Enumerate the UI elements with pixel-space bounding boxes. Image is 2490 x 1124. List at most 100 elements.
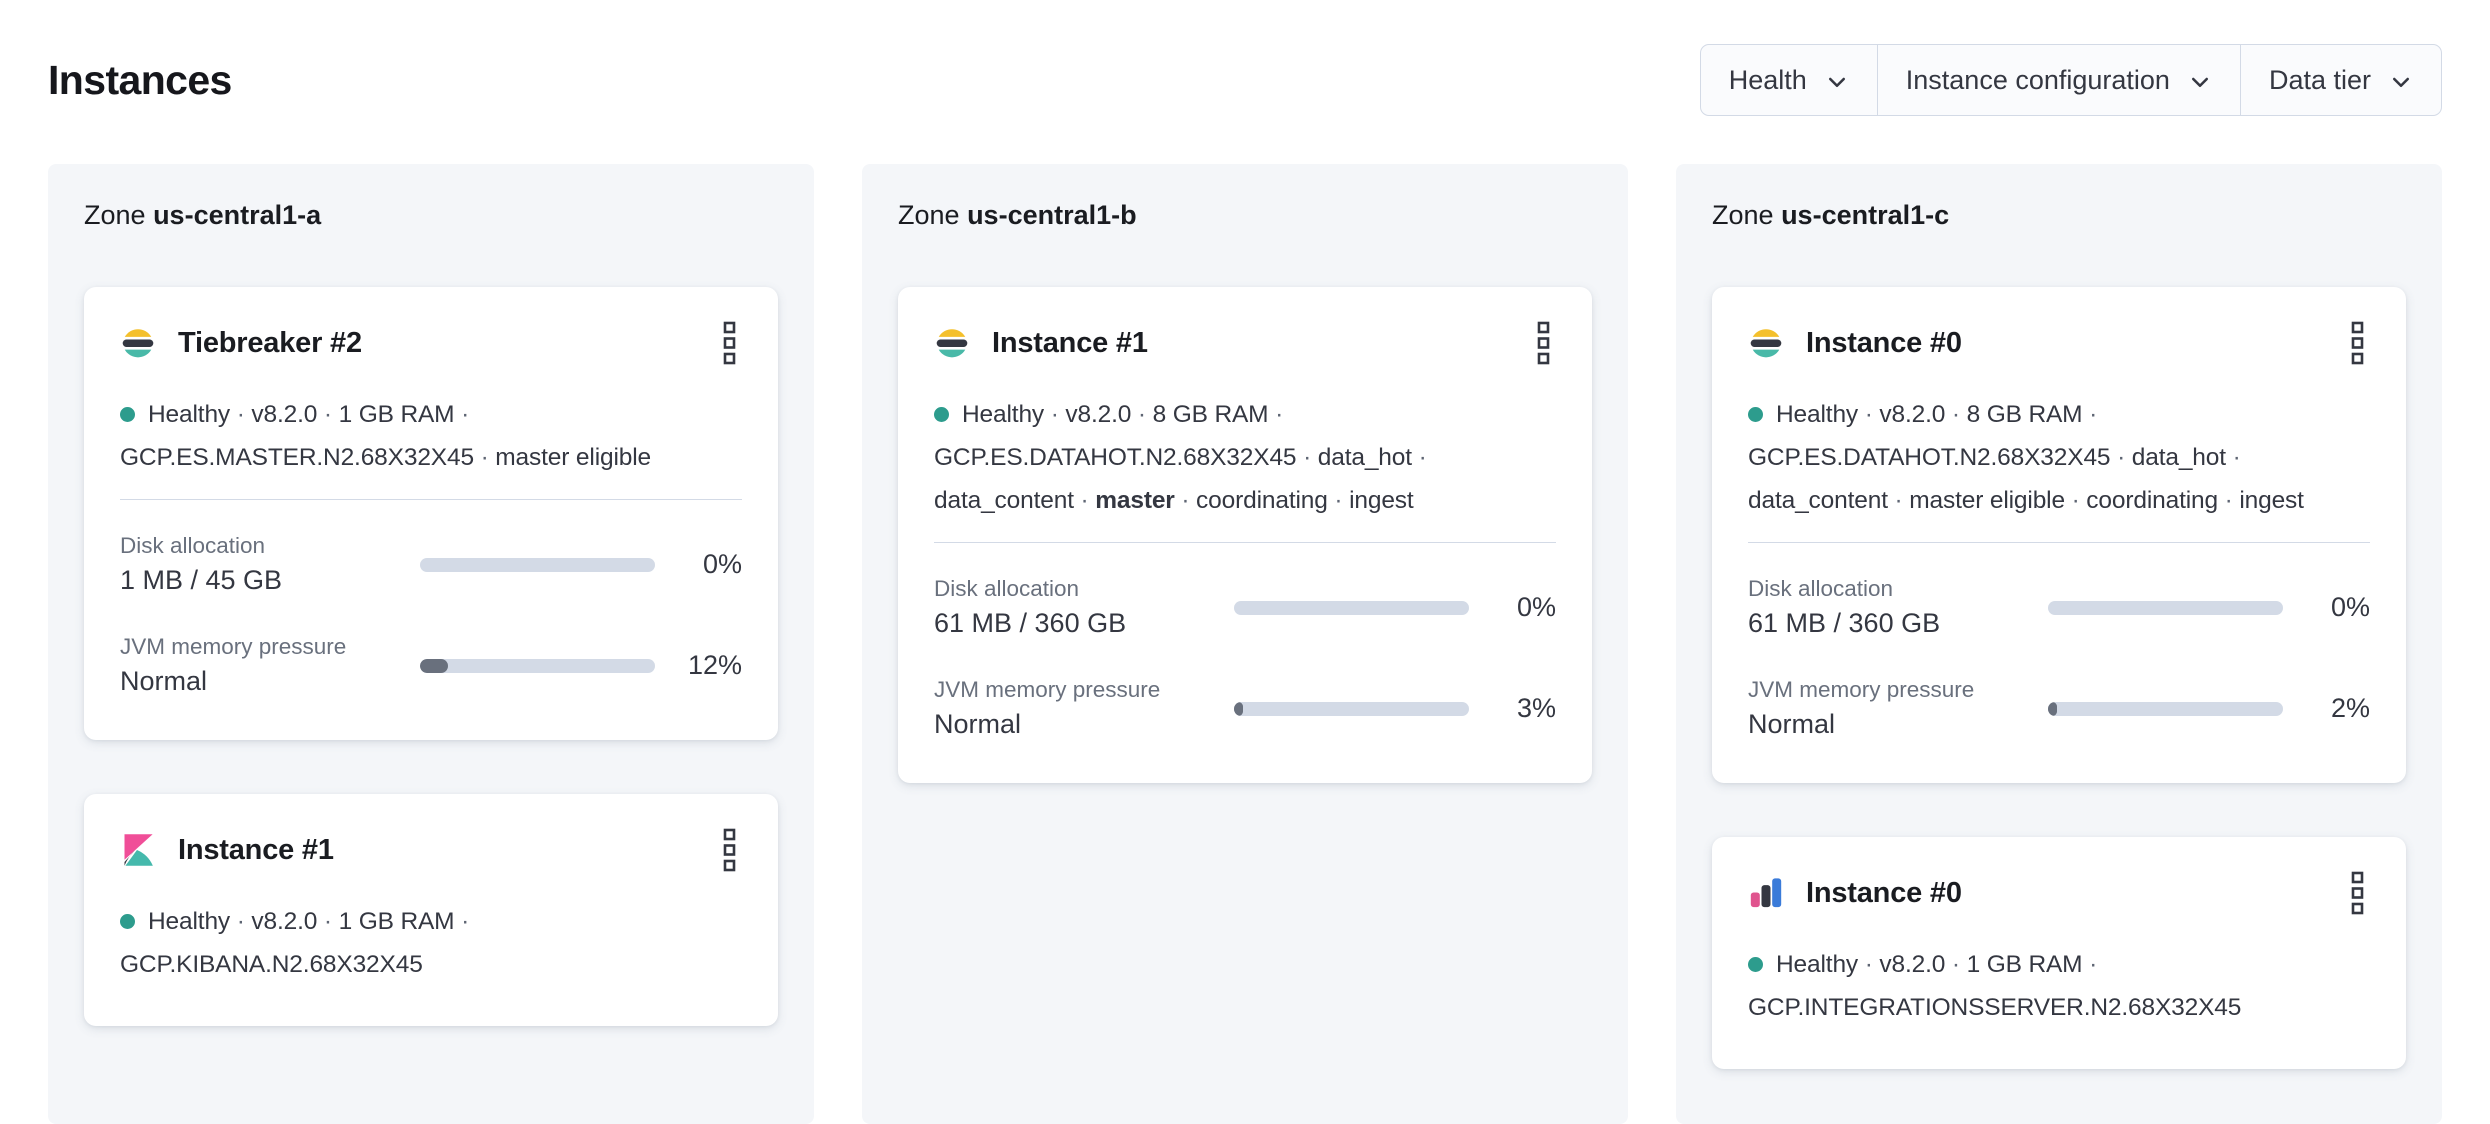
metric-left: JVM memory pressure Normal bbox=[1748, 674, 2048, 743]
instance-status: Healthy · v8.2.0 · 8 GB RAM · GCP.ES.DAT… bbox=[934, 393, 1556, 522]
metric-label: Disk allocation bbox=[934, 576, 1080, 601]
instance-card-tiebreaker-2: Tiebreaker #2 Healthy · v8.2.0 · 1 GB RA… bbox=[84, 287, 778, 740]
zone-header: Zone us-central1-a bbox=[84, 200, 778, 231]
metric-row: JVM memory pressure Normal 2% bbox=[1748, 674, 2370, 743]
chevron-down-icon bbox=[2188, 70, 2212, 94]
page-title: Instances bbox=[48, 56, 232, 103]
card-header: Instance #1 bbox=[934, 319, 1556, 367]
status-segment: ingest bbox=[2239, 487, 2304, 514]
status-segment: coordinating · bbox=[2086, 487, 2233, 514]
instance-title[interactable]: Instance #1 bbox=[992, 326, 1148, 359]
elasticsearch-logo-icon bbox=[1748, 325, 1784, 361]
filter-data-tier-label: Data tier bbox=[2268, 64, 2371, 95]
integrations-server-logo-icon bbox=[1748, 875, 1784, 911]
filter-data-tier-button[interactable]: Data tier bbox=[2241, 45, 2441, 115]
zone-column-us-central1-c: Zone us-central1-c Instance #0 bbox=[1676, 164, 2442, 1124]
instance-menu-button[interactable] bbox=[717, 319, 742, 367]
instance-menu-button[interactable] bbox=[1531, 319, 1556, 367]
zone-header: Zone us-central1-b bbox=[898, 200, 1592, 231]
filter-group: Health Instance configuration Data tier bbox=[1699, 44, 2442, 116]
health-dot-icon bbox=[934, 407, 949, 422]
divider bbox=[120, 499, 742, 500]
status-segment: v8.2.0 · bbox=[1065, 401, 1146, 428]
metric-left: JVM memory pressure Normal bbox=[934, 674, 1234, 743]
metric-label: JVM memory pressure bbox=[934, 677, 1161, 702]
metric-left: Disk allocation 61 MB / 360 GB bbox=[934, 573, 1234, 642]
health-dot-icon bbox=[120, 914, 135, 929]
status-segment: GCP.ES.DATAHOT.N2.68X32X45 · bbox=[934, 444, 1312, 471]
status-segment: Healthy · bbox=[120, 401, 245, 428]
zone-name: us-central1-b bbox=[967, 200, 1137, 230]
status-segment: v8.2.0 · bbox=[251, 908, 332, 935]
metric-value: 61 MB / 360 GB bbox=[1748, 608, 1941, 638]
metric-label: JVM memory pressure bbox=[1748, 677, 1975, 702]
metric-row: Disk allocation 61 MB / 360 GB 0% bbox=[1748, 573, 2370, 642]
status-segment: 1 GB RAM · bbox=[338, 908, 470, 935]
metric-percent: 2% bbox=[2330, 693, 2370, 723]
metric-row: Disk allocation 61 MB / 360 GB 0% bbox=[934, 573, 1556, 642]
instance-card-integrations-0: Instance #0 Healthy · v8.2.0 · 1 GB RAM … bbox=[1712, 837, 2406, 1069]
instance-menu-button[interactable] bbox=[2345, 319, 2370, 367]
instance-status: Healthy · v8.2.0 · 8 GB RAM · GCP.ES.DAT… bbox=[1748, 393, 2370, 522]
status-segment: data_content · bbox=[934, 487, 1089, 514]
instance-title[interactable]: Instance #0 bbox=[1806, 876, 1962, 909]
health-dot-icon bbox=[120, 407, 135, 422]
metric-percent: 0% bbox=[702, 549, 742, 579]
filter-health-label: Health bbox=[1728, 64, 1807, 95]
divider bbox=[1748, 542, 2370, 543]
instance-menu-button[interactable] bbox=[717, 826, 742, 874]
status-segment: 8 GB RAM · bbox=[1152, 401, 1284, 428]
progress-bar bbox=[2048, 701, 2283, 716]
metric-label: Disk allocation bbox=[120, 533, 266, 558]
metric-left: Disk allocation 1 MB / 45 GB bbox=[120, 530, 420, 599]
status-segment: 1 GB RAM · bbox=[338, 401, 470, 428]
metric-value: 61 MB / 360 GB bbox=[934, 608, 1127, 638]
status-segment: 1 GB RAM · bbox=[1966, 951, 2098, 978]
instance-card-kibana-1: Instance #1 Healthy · v8.2.0 · 1 GB RAM … bbox=[84, 794, 778, 1026]
status-segment: data_hot · bbox=[2131, 444, 2241, 471]
metric-value: Normal bbox=[120, 666, 208, 696]
zone-column-us-central1-b: Zone us-central1-b Instance #1 bbox=[862, 164, 1628, 1124]
zones-row: Zone us-central1-a Tiebreaker #2 bbox=[48, 164, 2442, 1124]
chevron-down-icon bbox=[1825, 70, 1849, 94]
status-segment: GCP.ES.DATAHOT.N2.68X32X45 · bbox=[1748, 444, 2126, 471]
instance-title[interactable]: Tiebreaker #2 bbox=[178, 326, 362, 359]
instance-title[interactable]: Instance #0 bbox=[1806, 326, 1962, 359]
progress-bar bbox=[1234, 600, 1469, 615]
zone-column-us-central1-a: Zone us-central1-a Tiebreaker #2 bbox=[48, 164, 814, 1124]
instance-title[interactable]: Instance #1 bbox=[178, 833, 334, 866]
instance-status: Healthy · v8.2.0 · 1 GB RAM · GCP.ES.MAS… bbox=[120, 393, 742, 479]
progress-bar bbox=[2048, 600, 2283, 615]
progress-bar-fill bbox=[1234, 701, 1243, 716]
status-segment: data_content · bbox=[1748, 487, 1903, 514]
zone-label: Zone bbox=[84, 200, 146, 230]
instance-metrics: Disk allocation 61 MB / 360 GB 0% JVM memor… bbox=[1748, 573, 2370, 743]
filter-health-button[interactable]: Health bbox=[1701, 45, 1878, 115]
zone-name: us-central1-c bbox=[1781, 200, 1950, 230]
metric-percent: 0% bbox=[2330, 592, 2370, 622]
status-segment: v8.2.0 · bbox=[1879, 951, 1960, 978]
progress-bar-fill bbox=[2048, 701, 2057, 716]
filter-instance-configuration-button[interactable]: Instance configuration bbox=[1878, 45, 2241, 115]
status-segment: v8.2.0 · bbox=[1879, 401, 1960, 428]
metric-percent: 3% bbox=[1516, 693, 1556, 723]
card-header: Instance #1 bbox=[120, 826, 742, 874]
card-header: Tiebreaker #2 bbox=[120, 319, 742, 367]
status-segment: GCP.KIBANA.N2.68X32X45 bbox=[120, 951, 423, 978]
metric-row: JVM memory pressure Normal 12% bbox=[120, 631, 742, 700]
card-header: Instance #0 bbox=[1748, 869, 2370, 917]
zone-header: Zone us-central1-c bbox=[1712, 200, 2406, 231]
zone-name: us-central1-a bbox=[153, 200, 322, 230]
instance-card-es-0: Instance #0 Healthy · v8.2.0 · 8 GB RAM … bbox=[1712, 287, 2406, 783]
progress-bar bbox=[1234, 701, 1469, 716]
metric-label: Disk allocation bbox=[1748, 576, 1894, 601]
status-segment: Healthy · bbox=[934, 401, 1059, 428]
status-segment: v8.2.0 · bbox=[251, 401, 332, 428]
progress-bar bbox=[420, 557, 655, 572]
zone-label: Zone bbox=[898, 200, 960, 230]
instance-menu-button[interactable] bbox=[2345, 869, 2370, 917]
instance-status: Healthy · v8.2.0 · 1 GB RAM · GCP.KIBANA… bbox=[120, 900, 742, 986]
status-segment: GCP.ES.MASTER.N2.68X32X45 · bbox=[120, 444, 489, 471]
metric-left: JVM memory pressure Normal bbox=[120, 631, 420, 700]
